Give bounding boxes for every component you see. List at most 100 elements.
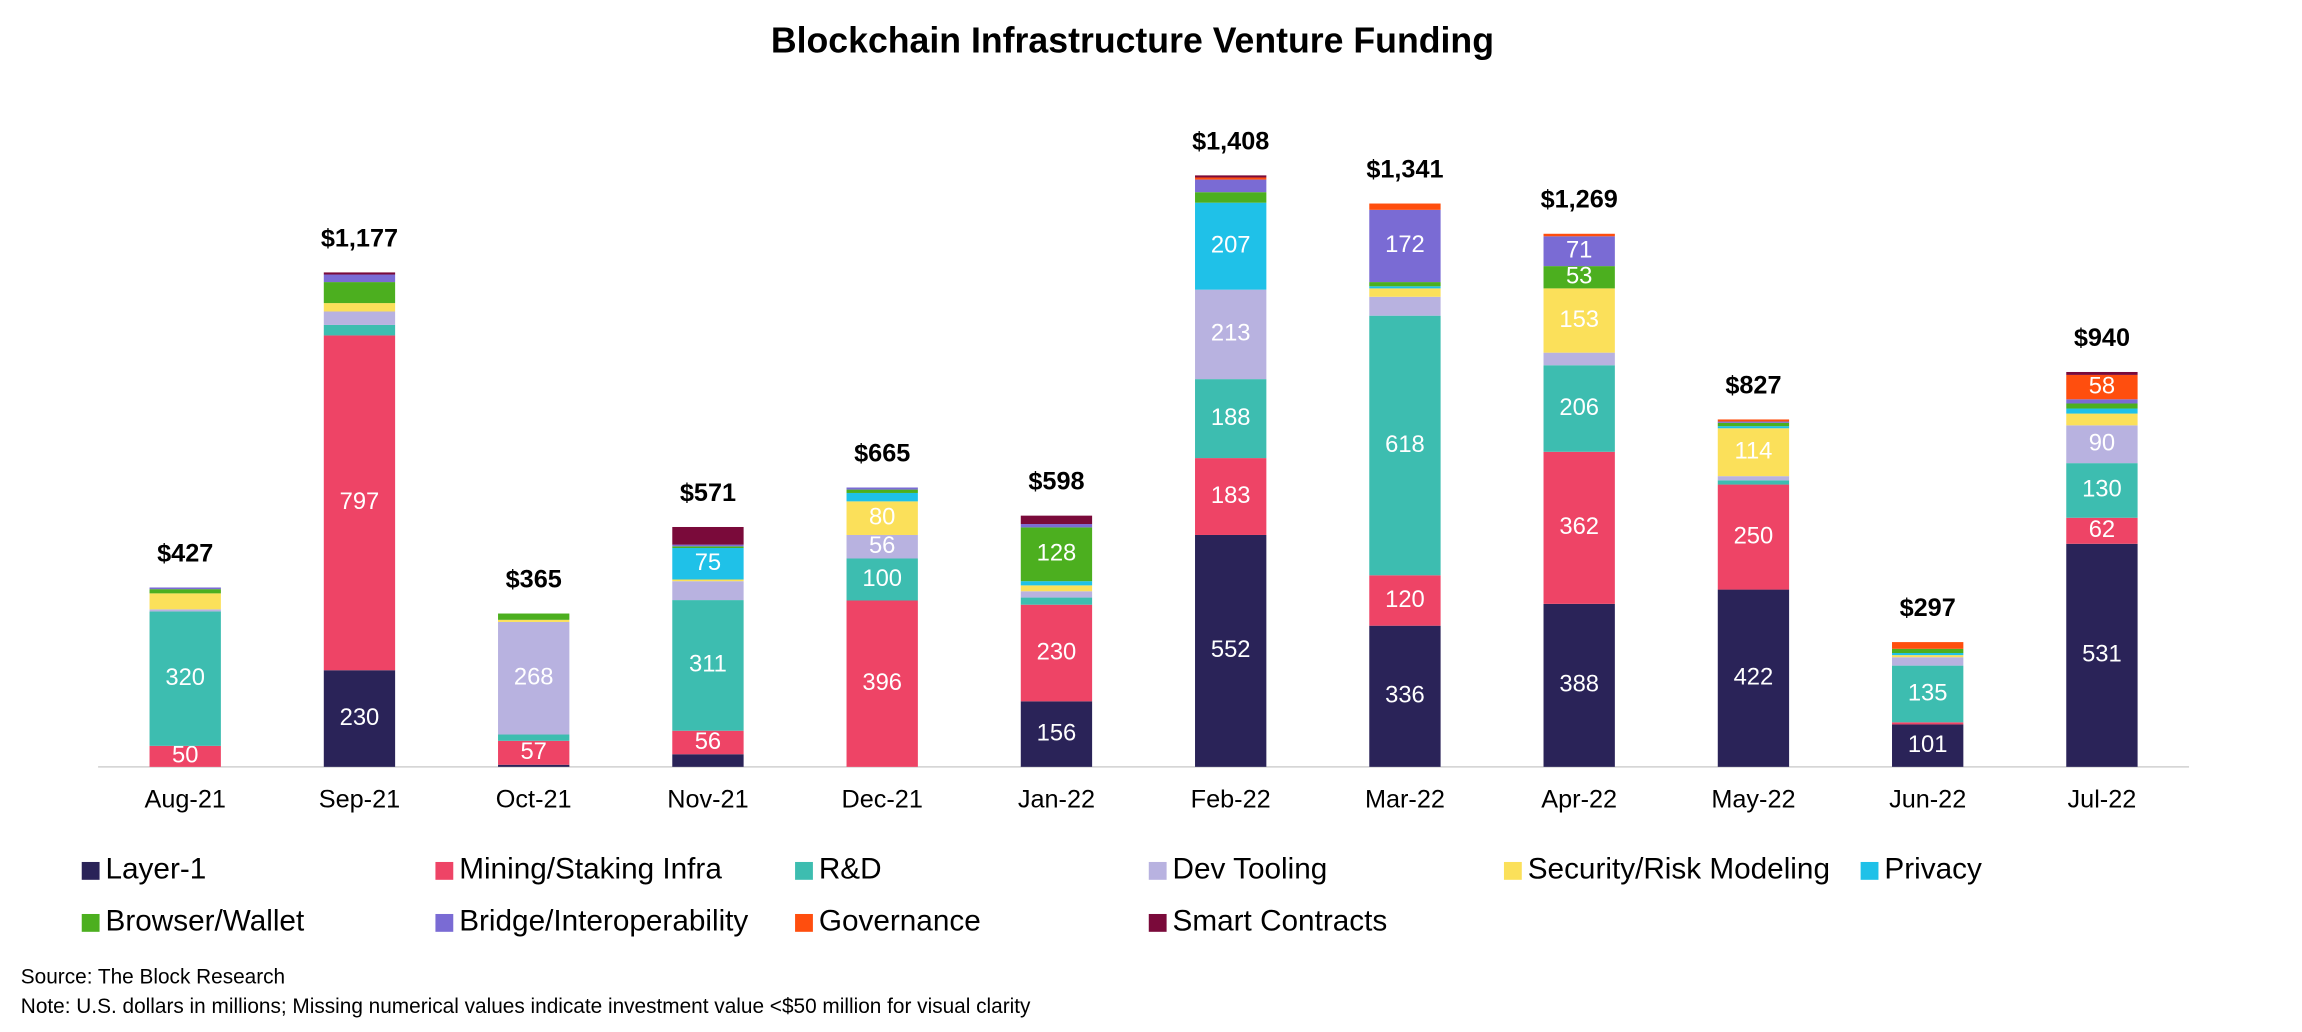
bar-segment: [846, 558, 918, 601]
x-tick-label: Oct-21: [496, 786, 572, 814]
bar-segment: [672, 547, 744, 580]
legend-label: Governance: [819, 905, 981, 938]
bar-segment: [1543, 451, 1615, 604]
total-label: $1,408: [1192, 127, 1269, 155]
bar-segment: [498, 619, 570, 622]
bar-segment: [323, 303, 396, 312]
x-tick-label: Jan-22: [1018, 786, 1095, 814]
bar-segment: [1717, 422, 1790, 427]
bar-segment: [1020, 515, 1093, 525]
segment-label: 552: [1211, 636, 1251, 663]
bar-segment: [1195, 177, 1267, 180]
bar-segment: [1020, 591, 1093, 598]
total-label: $1,177: [321, 224, 398, 252]
bar-segment: [1892, 657, 1964, 666]
bar-segment: [498, 621, 570, 735]
bar-segment: [1717, 589, 1790, 767]
bar-segment: [1543, 365, 1615, 452]
bar-segment: [1543, 233, 1615, 237]
bar-segment: [2066, 517, 2138, 544]
bar-segment: [149, 609, 221, 612]
bar-segment: [672, 754, 744, 767]
legend-label: Mining/Staking Infra: [459, 853, 722, 886]
segment-label: 250: [1734, 522, 1774, 549]
bar-segment: [846, 600, 918, 767]
bar-segment: [1020, 524, 1093, 528]
bar-segment: [846, 501, 918, 535]
source: Source: The Block Research: [21, 965, 285, 988]
bar-segment: [149, 593, 221, 610]
total-label: $598: [1028, 468, 1084, 496]
segment-label: 53: [1566, 263, 1592, 290]
bar-segment: [1892, 722, 1964, 725]
total-label: $940: [2074, 324, 2130, 352]
bar-segment: [1195, 289, 1267, 380]
bar-segment: [1717, 426, 1790, 429]
bar-segment: [672, 730, 744, 755]
total-label: $427: [157, 539, 213, 567]
x-tick-label: Nov-21: [667, 786, 748, 814]
bar-segment: [846, 489, 918, 493]
segment-label: 188: [1211, 404, 1251, 431]
bar-segment: [2066, 408, 2138, 414]
segment-label: 50: [172, 742, 198, 769]
bar-segment: [149, 745, 221, 767]
bar-segment: [1020, 604, 1093, 702]
bar-segment: [1717, 480, 1790, 485]
legend-label: R&D: [819, 853, 882, 886]
bar-segment: [1892, 655, 1964, 658]
legend-label: Layer-1: [106, 853, 207, 886]
bar-segment: [672, 526, 744, 545]
bar-segment: [2066, 403, 2138, 409]
bar-segment: [1020, 585, 1093, 592]
x-tick-label: Jul-22: [2068, 786, 2137, 814]
bar-segment: [498, 740, 570, 765]
bar-segment: [498, 613, 570, 620]
bar-segment: [672, 600, 744, 731]
total-label: $297: [1900, 594, 1956, 622]
total-label: $665: [854, 439, 910, 467]
bar-segment: [323, 274, 396, 283]
total-label: $1,269: [1541, 186, 1618, 214]
segment-label: 80: [869, 503, 895, 530]
segment-label: 388: [1559, 671, 1599, 698]
legend-swatch: [1148, 861, 1167, 880]
legend-swatch: [795, 861, 813, 880]
segment-label: 320: [165, 664, 205, 691]
legend-label: Browser/Wallet: [106, 905, 305, 938]
bar-segment: [846, 492, 918, 502]
x-tick-label: Mar-22: [1365, 786, 1445, 814]
segment-label: 207: [1211, 231, 1251, 258]
segment-label: 62: [2089, 516, 2115, 543]
bar-segment: [1892, 724, 1964, 767]
bar-segment: [1195, 192, 1267, 203]
bar-segment: [1892, 648, 1964, 654]
legend-label: Bridge/Interoperability: [459, 905, 748, 938]
bar-segment: [1195, 534, 1267, 767]
segment-label: 336: [1385, 682, 1425, 709]
bar-segment: [1369, 296, 1441, 316]
bar-segment: [323, 282, 396, 304]
bar-segment: [672, 581, 744, 601]
bar-segment: [1369, 282, 1441, 287]
segment-label: 90: [2089, 430, 2115, 457]
segment-label: 422: [1734, 664, 1774, 691]
x-tick-label: Jun-22: [1889, 786, 1966, 814]
segment-label: 100: [862, 565, 902, 592]
bar-segment: [1717, 419, 1790, 422]
segment-label: 206: [1559, 394, 1599, 421]
total-label: $571: [680, 479, 736, 507]
legend-label: Dev Tooling: [1173, 853, 1328, 886]
bar-segment: [1195, 175, 1267, 178]
segment-label: 57: [520, 738, 546, 765]
chart-title: Blockchain Infrastructure Venture Fundin…: [771, 21, 1494, 61]
bar-segment: [323, 670, 396, 767]
bar-segment: [149, 589, 221, 594]
segment-label: 101: [1908, 731, 1948, 758]
bar-segment: [149, 611, 221, 746]
bar-segment: [1717, 476, 1790, 481]
bar-segment: [672, 546, 744, 548]
segment-label: 153: [1559, 306, 1599, 333]
legend-swatch: [435, 861, 454, 880]
bar-segment: [1195, 379, 1267, 459]
